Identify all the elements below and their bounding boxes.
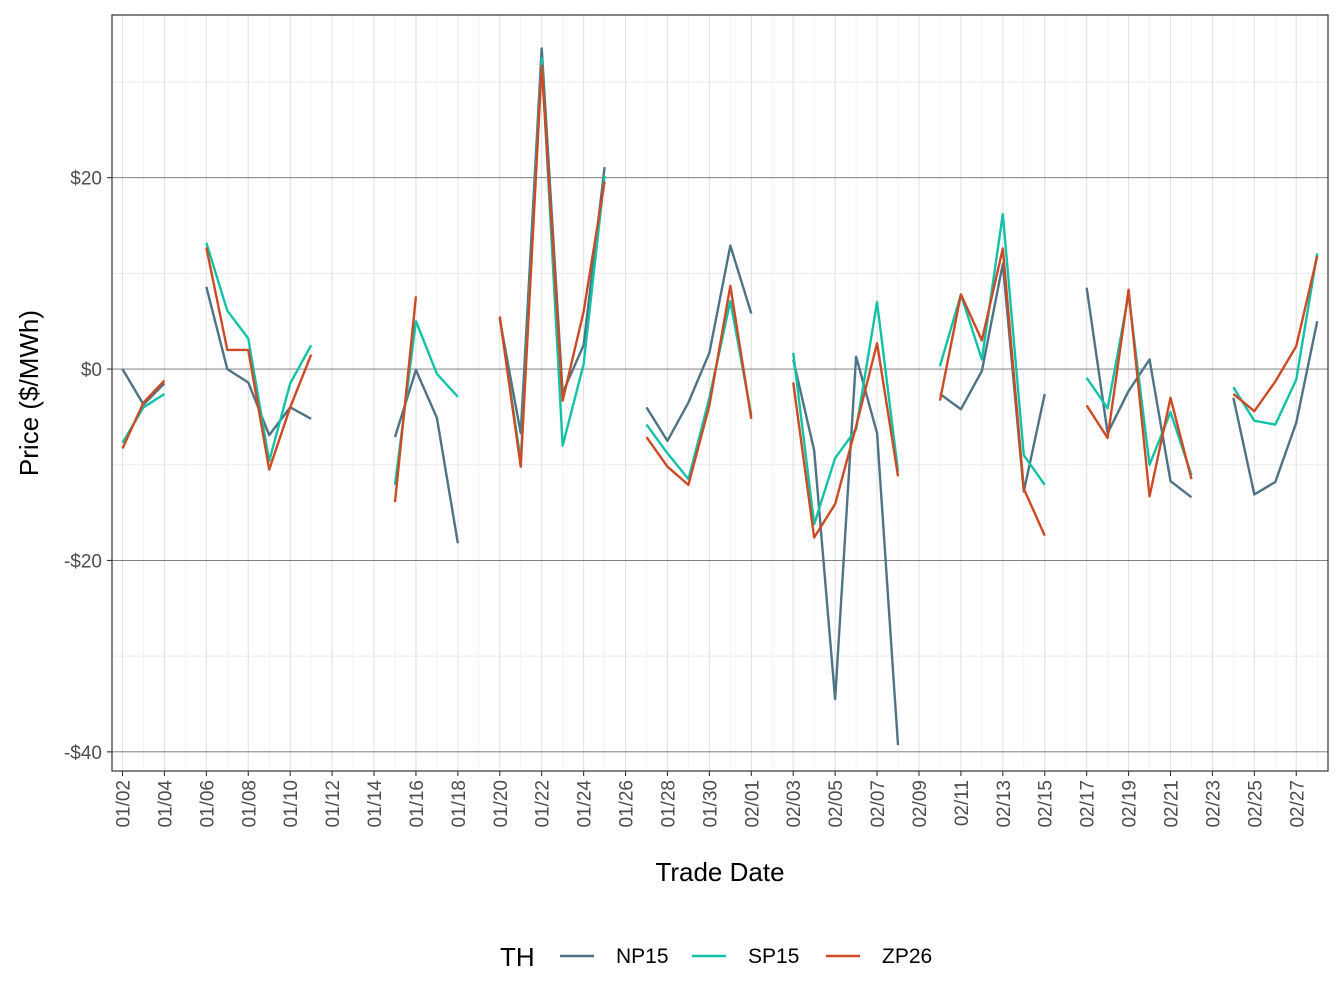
x-tick-label: 01/12: [323, 780, 344, 828]
x-tick-label: 01/24: [575, 780, 596, 828]
y-tick-label: $0: [81, 360, 102, 381]
series-lines: [121, 47, 1319, 746]
x-tick-label: 01/28: [658, 780, 679, 828]
x-tick-label: 02/23: [1203, 780, 1224, 828]
x-tick-label: 01/16: [407, 780, 428, 828]
y-axis-ticks: -$40 -$20 $0 $20: [64, 169, 112, 764]
x-tick-label: 01/30: [700, 780, 721, 828]
y-axis-title: Price ($/MWh): [14, 310, 44, 476]
x-tick-label: 01/08: [239, 780, 260, 828]
x-axis-title: Trade Date: [655, 857, 784, 887]
x-tick-label: 02/09: [910, 780, 931, 828]
x-tick-label: 02/21: [1162, 780, 1183, 828]
x-tick-label: 01/26: [617, 780, 638, 828]
x-axis-ticks: 01/02 01/04 01/06 01/08 01/10 01/12 01/14 01/16…: [114, 771, 1308, 828]
x-tick-label: 01/20: [491, 780, 512, 828]
y-tick-label: $20: [70, 169, 102, 190]
y-tick-label: -$40: [64, 743, 102, 764]
x-tick-label: 02/25: [1245, 780, 1266, 828]
x-tick-label: 01/22: [533, 780, 554, 828]
series-line-sp15: [121, 56, 1319, 526]
legend-label-zp26: ZP26: [882, 945, 932, 968]
x-tick-label: 01/18: [449, 780, 470, 828]
legend-title: TH: [500, 942, 535, 972]
grid-lines: [112, 15, 1328, 771]
x-tick-label: 02/13: [994, 780, 1015, 828]
x-tick-label: 01/14: [365, 780, 386, 828]
x-tick-label: 01/02: [114, 780, 135, 828]
x-tick-label: 01/06: [197, 780, 218, 828]
x-tick-label: 02/17: [1078, 780, 1099, 828]
x-tick-label: 02/27: [1287, 780, 1308, 828]
legend-label-np15: NP15: [616, 945, 669, 968]
x-tick-label: 02/01: [742, 780, 763, 828]
x-tick-label: 02/19: [1120, 780, 1141, 828]
x-tick-label: 01/10: [281, 780, 302, 828]
x-tick-label: 01/04: [155, 780, 176, 828]
y-tick-label: -$20: [64, 551, 102, 572]
x-tick-label: 02/11: [952, 780, 973, 826]
x-tick-label: 02/05: [826, 780, 847, 828]
plot-panel-border: [111, 14, 1329, 772]
legend-label-sp15: SP15: [748, 945, 799, 968]
series-line-np15: [121, 47, 1319, 746]
series-line-zp26: [121, 64, 1319, 539]
x-tick-label: 02/07: [868, 780, 889, 828]
x-tick-label: 02/15: [1036, 780, 1057, 828]
legend: TH NP15 SP15 ZP26: [500, 942, 932, 972]
x-tick-label: 02/03: [784, 780, 805, 828]
